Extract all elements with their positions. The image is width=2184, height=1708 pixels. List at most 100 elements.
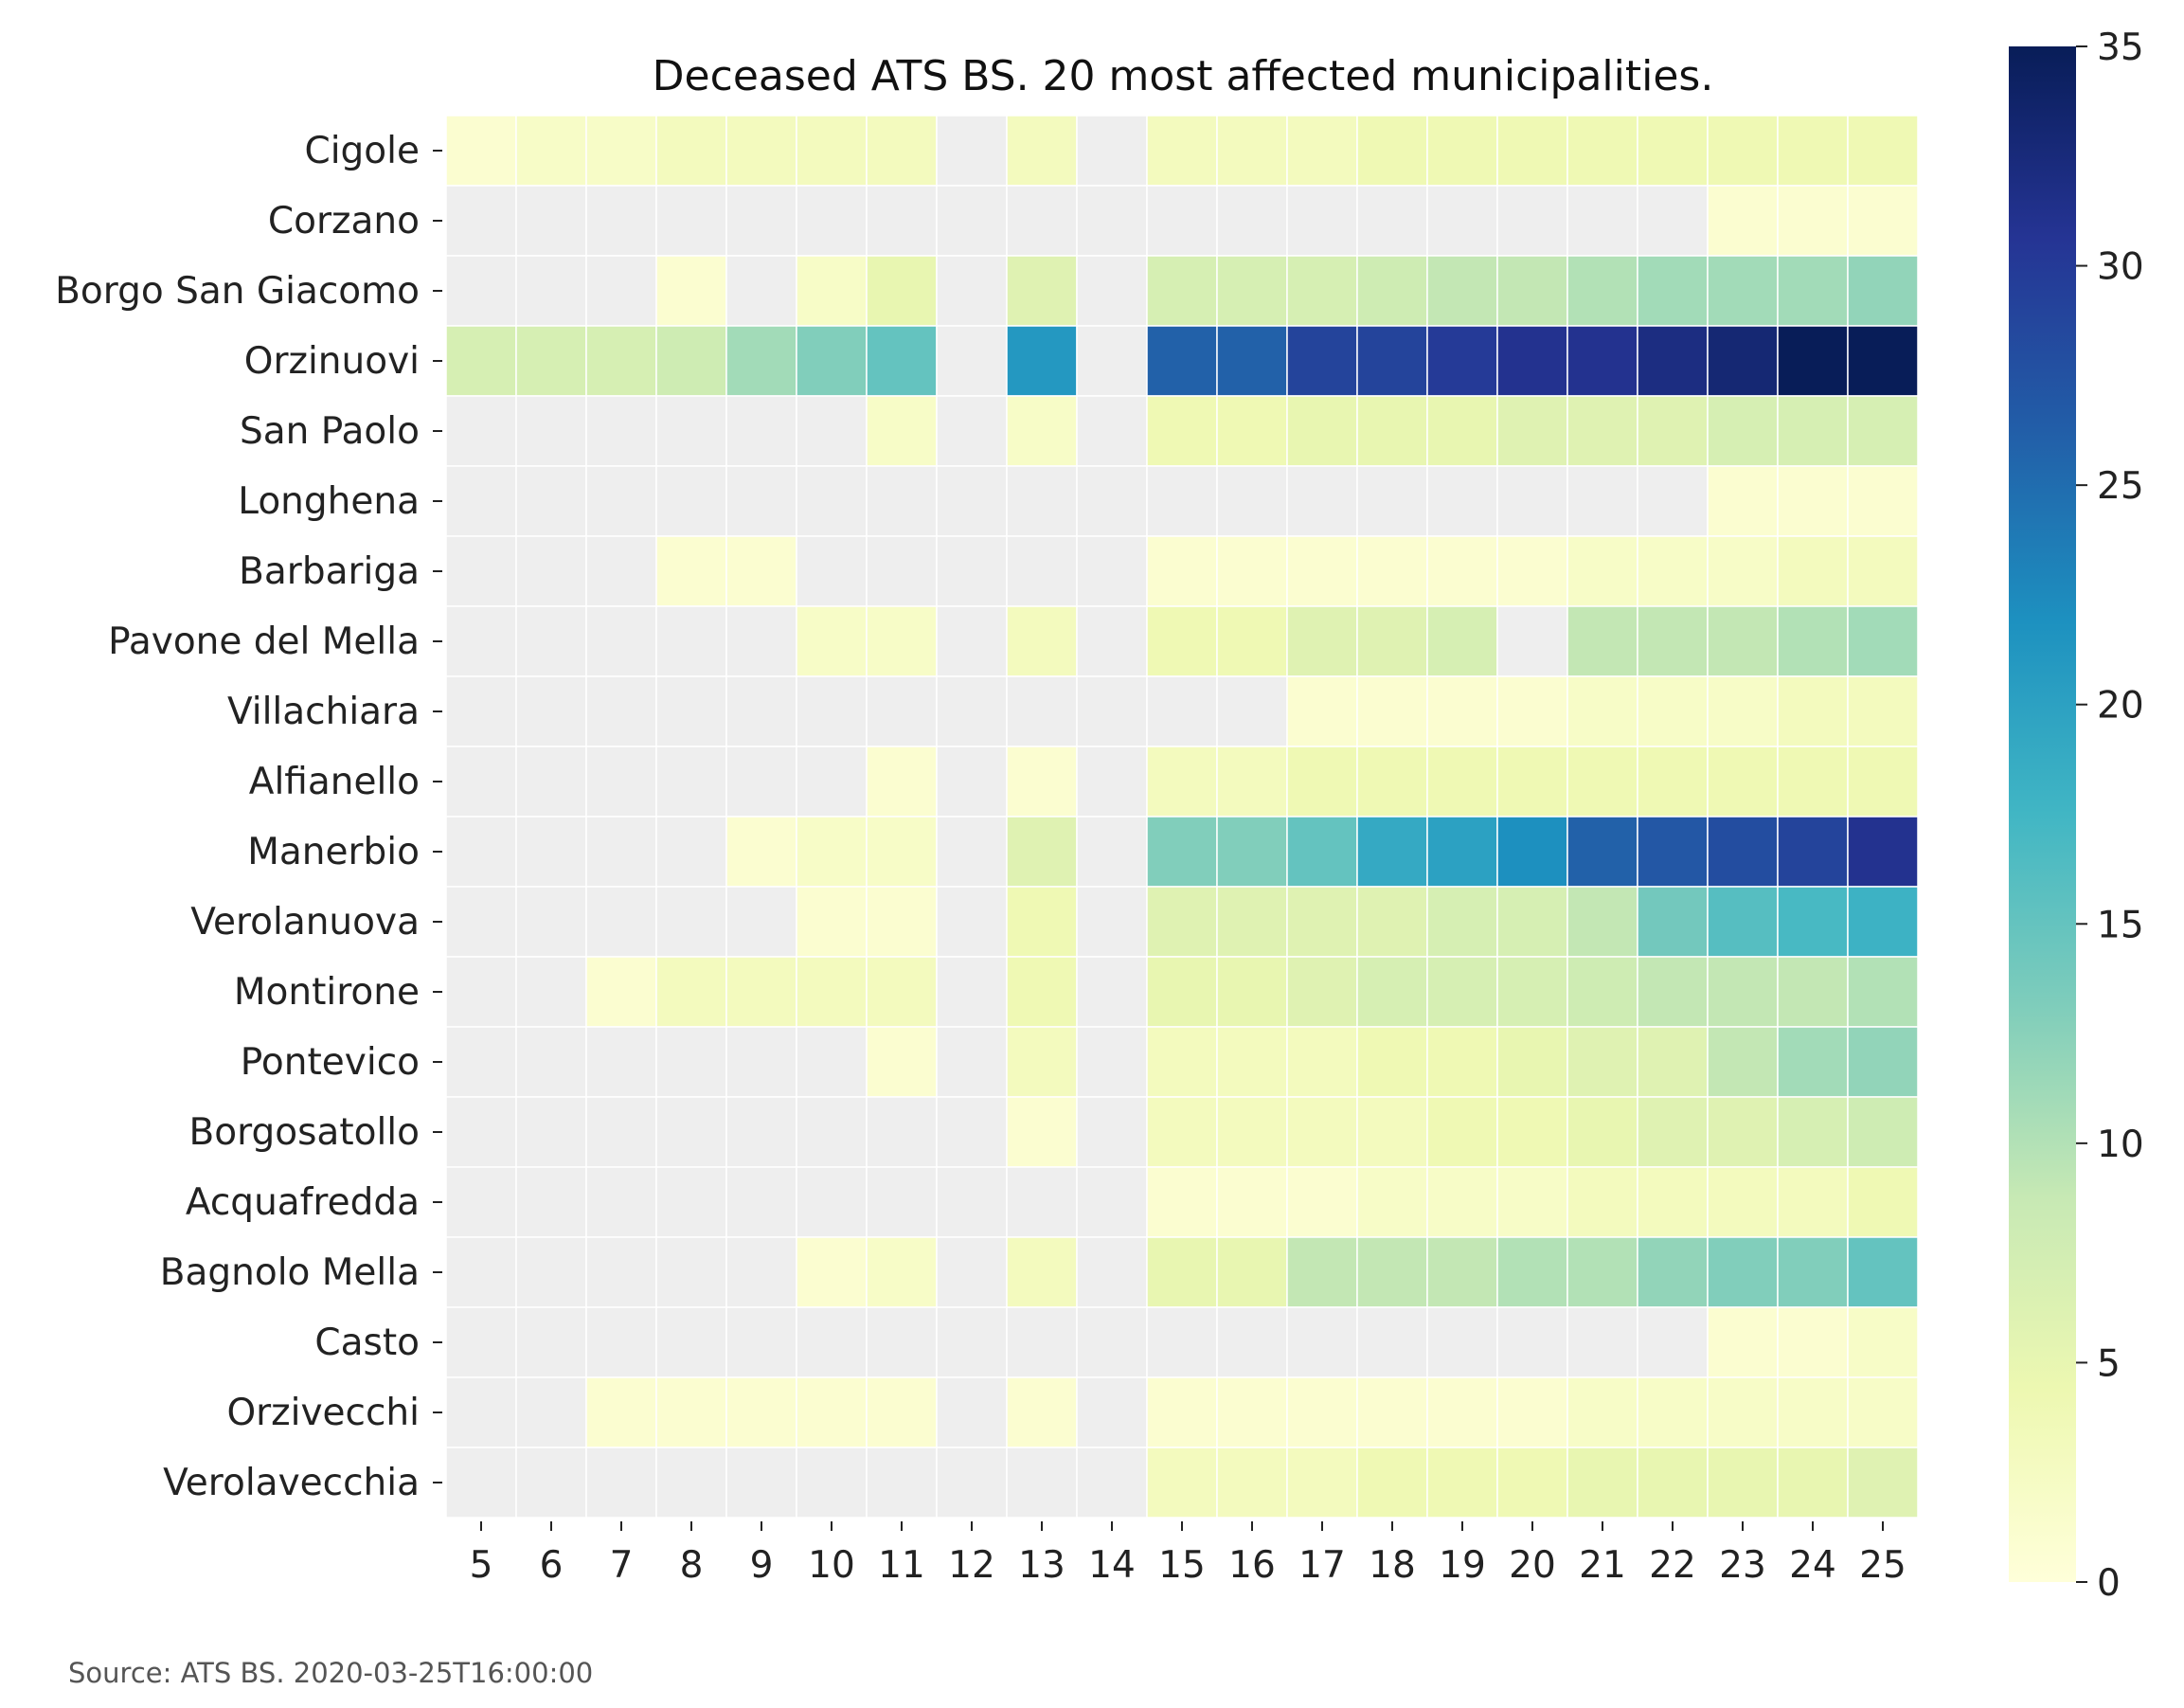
heatmap-cell [1286,605,1358,677]
heatmap-cell [1356,1236,1428,1308]
heatmap-cell [866,1306,938,1378]
heatmap-cell [1637,1166,1709,1238]
heatmap-cell [1707,325,1779,397]
heatmap-cell [1847,465,1919,537]
heatmap-cell [866,185,938,257]
y-tick-label: Borgo San Giacomo [55,270,420,313]
heatmap-cell [1006,255,1078,327]
heatmap-cell [725,1376,797,1448]
heatmap-cell [1426,115,1498,187]
heatmap-cell [1426,1236,1498,1308]
x-tick-label: 24 [1789,1544,1836,1587]
heatmap-cell [1777,325,1849,397]
heatmap-cell [1286,255,1358,327]
heatmap-cell [585,956,657,1028]
heatmap-cell [866,746,938,818]
heatmap-cell [1566,1236,1638,1308]
heatmap-cell [796,465,868,537]
heatmap-cell [1356,255,1428,327]
heatmap-cell [796,535,868,607]
heatmap-cell [1707,1096,1779,1168]
heatmap-cell [796,675,868,747]
heatmap-cell [1847,816,1919,888]
heatmap-cell [1777,1166,1849,1238]
heatmap-cell [1566,185,1638,257]
heatmap-cell [1216,325,1288,397]
heatmap-cell [866,816,938,888]
heatmap-cell [1637,1447,1709,1519]
heatmap-cell [1286,185,1358,257]
heatmap-cell [1637,395,1709,467]
heatmap-cell [445,1166,517,1238]
heatmap-cell [1566,1306,1638,1378]
heatmap-cell [515,1096,587,1168]
heatmap-cell [1847,956,1919,1028]
heatmap-cell [515,1166,587,1238]
heatmap-cell [1006,185,1078,257]
heatmap-cell [515,395,587,467]
heatmap-cell [866,1166,938,1238]
heatmap-cell [1707,816,1779,888]
heatmap-cell [1426,465,1498,537]
heatmap-cell [1356,746,1428,818]
heatmap-cell [1637,956,1709,1028]
heatmap-cell [725,1166,797,1238]
heatmap-cell [936,255,1008,327]
y-tick-label: Pontevico [241,1041,420,1084]
heatmap-cell [1426,1447,1498,1519]
heatmap-cell [445,465,517,537]
heatmap-cell [725,956,797,1028]
y-tick-label: Verolavecchia [163,1462,420,1504]
y-tick-label: Villachiara [227,691,420,733]
heatmap-cell [1637,675,1709,747]
heatmap-cell [445,1096,517,1168]
heatmap-cell [445,115,517,187]
heatmap-cell [1566,1026,1638,1098]
heatmap-cell [1006,746,1078,818]
heatmap-cell [1286,115,1358,187]
heatmap-cell [1006,325,1078,397]
heatmap-cell [1006,605,1078,677]
heatmap-cell [1566,395,1638,467]
heatmap-cell [1286,395,1358,467]
heatmap-cell [1496,255,1568,327]
heatmap-cell [585,1096,657,1168]
heatmap-cell [1426,185,1498,257]
heatmap-cell [1146,325,1218,397]
heatmap-cell [1566,956,1638,1028]
heatmap-cell [515,675,587,747]
heatmap-cell [1426,1306,1498,1378]
heatmap-cell [1777,1236,1849,1308]
heatmap-cell [725,1026,797,1098]
heatmap-cell [1356,675,1428,747]
heatmap-cell [1286,1306,1358,1378]
heatmap-cell [936,816,1008,888]
heatmap-cell [936,675,1008,747]
heatmap-cell [1707,395,1779,467]
heatmap-cell [1847,746,1919,818]
heatmap-cell [445,886,517,958]
heatmap-cell [1777,1096,1849,1168]
heatmap-cell [1707,675,1779,747]
heatmap-cell [1216,1306,1288,1378]
heatmap-cell [1847,395,1919,467]
heatmap-cell [1356,886,1428,958]
heatmap-cell [1216,535,1288,607]
heatmap-cell [445,605,517,677]
colorbar-tick-label: 35 [2097,27,2144,69]
heatmap-cell [515,185,587,257]
y-tick-label: Alfianello [249,761,420,803]
heatmap-cell [1707,746,1779,818]
heatmap-cell [1847,1306,1919,1378]
heatmap-cell [515,1026,587,1098]
heatmap-cell [1216,1096,1288,1168]
heatmap-cell [1707,185,1779,257]
heatmap-cell [1847,115,1919,187]
heatmap-cell [1286,1376,1358,1448]
heatmap-cell [1076,1096,1148,1168]
heatmap-cell [1216,1447,1288,1519]
heatmap-cell [1777,605,1849,677]
heatmap-cell [1006,675,1078,747]
heatmap-cell [1496,1026,1568,1098]
heatmap-cell [866,255,938,327]
